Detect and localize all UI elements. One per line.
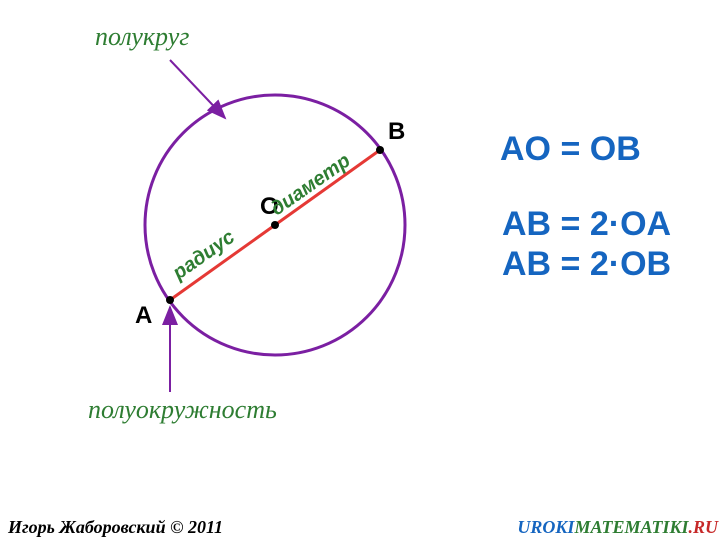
equation-ab-2oa: AB = 2·OA: [502, 205, 671, 244]
point-O-dot: [271, 221, 279, 229]
point-A-label: A: [135, 302, 152, 330]
semicircle-arc-label: полуокружность: [88, 395, 277, 425]
arrow-semicircle-top: [170, 60, 225, 118]
site-part-2: MATEMATIKI: [574, 517, 688, 537]
semicircle-shape-label: полукруг: [95, 22, 189, 52]
site-part-3: .RU: [688, 517, 718, 537]
site-credit: UROKIMATEMATIKI.RU: [517, 517, 718, 538]
slide-stage: A О B радиус диаметр полукруг полуокружн…: [0, 0, 728, 546]
point-B-label: B: [388, 118, 405, 146]
site-part-1: UROKI: [517, 517, 574, 537]
author-credit: Игорь Жаборовский © 2011: [8, 517, 223, 538]
point-A-dot: [166, 296, 174, 304]
equation-ao-ob: AO = OB: [500, 130, 641, 169]
equation-ab-2ob: AB = 2·OB: [502, 245, 671, 284]
point-B-dot: [376, 146, 384, 154]
